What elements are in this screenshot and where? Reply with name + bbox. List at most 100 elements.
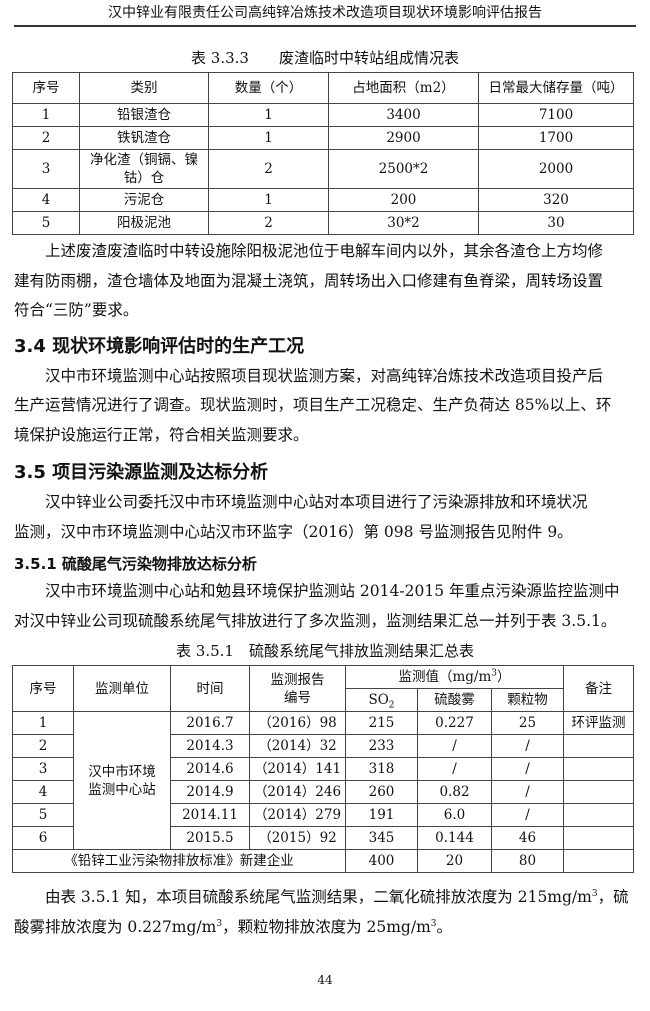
table-cell: 铁钒渣仓 [79, 126, 209, 150]
table-cell: （2014）32 [249, 734, 346, 758]
table-cell: 2014.9 [170, 780, 250, 804]
header-report: 监测报告 编号 [249, 665, 346, 712]
table-cell: 4 [12, 780, 74, 804]
table-cell: 2015.5 [170, 826, 250, 850]
table-cell: 260 [345, 780, 418, 804]
table-cell: 6.0 [417, 803, 492, 827]
table-cell: 6 [12, 826, 74, 850]
table-cell: 铅银渣仓 [79, 103, 209, 127]
standard-remark [563, 849, 634, 873]
table-cell: 1 [208, 126, 329, 150]
table-cell: 2 [208, 149, 329, 189]
table-3-5-1: 序号 监测单位 时间 监测报告 编号 监测值（mg/m3） 备注 SO2 硫酸雾 … [12, 665, 634, 873]
table-cell: 2 [12, 126, 80, 150]
section-3-5-heading: 3.5 项目污染源监测及达标分析 [14, 462, 269, 483]
table-cell: （2014）246 [249, 780, 346, 804]
standard-so2: 400 [345, 849, 418, 873]
table-cell: 2016.7 [170, 711, 250, 735]
text-line: 建有防雨棚，渣仓墙体及地面为混凝土浇筑，周转场出入口修建有鱼脊梁，周转场设置 [14, 271, 604, 290]
paragraph-storage-facilities: 上述废渣废渣临时中转设施除阳极泥池位于电解车间内以外，其余各渣仓上方均修 建有防雨… [14, 237, 636, 326]
table-row: 1 汉中市环境 监测中心站 2016.7 （2016）98 215 0.227 25 环评监测 [12, 711, 634, 850]
header-divider [14, 25, 636, 27]
header-remark: 备注 [563, 665, 634, 712]
table-cell: 191 [345, 803, 418, 827]
table-cell: 2900 [328, 126, 479, 150]
table-cell: / [417, 757, 492, 781]
header-no: 序号 [12, 665, 74, 712]
table-cell: 2 [208, 211, 329, 235]
table-cell: 0.82 [417, 780, 492, 804]
paragraph-production-conditions: 汉中市环境监测中心站按照项目现状监测方案，对高纯锌冶炼技术改造项目投产后生产运营… [14, 362, 636, 451]
table-cell: 200 [328, 188, 479, 212]
table-cell: 1 [208, 103, 329, 127]
text-line: 汉中市环境监测中心站按照项目现状监测方案，对高纯锌冶炼技术改造项目投产后 [45, 366, 604, 385]
table-cell: 净化渣（铜镉、镍钴）仓 [79, 149, 209, 189]
table-row: 5 阳极泥池 2 30*2 30 [12, 211, 634, 235]
column-header: 类别 [79, 72, 209, 104]
table-cell: 2500*2 [328, 149, 479, 189]
table-cell: 5 [12, 211, 80, 235]
table-cell: 4 [12, 188, 80, 212]
table-cell: 320 [478, 188, 634, 212]
table-cell: 2 [12, 734, 74, 758]
table-cell: （2016）98 [249, 711, 346, 735]
standard-row: 《铅锌工业污染物排放标准》新建企业 400 20 80 [12, 849, 634, 873]
table-cell: 2014.6 [170, 757, 250, 781]
table-cell: 2014.3 [170, 734, 250, 758]
section-3-5-1-heading: 3.5.1 硫酸尾气污染物排放达标分析 [14, 555, 257, 573]
column-header: 占地面积（m2） [328, 72, 479, 104]
standard-mist: 20 [417, 849, 492, 873]
table-3-3-3-caption: 表 3.3.3 废渣临时中转站组成情况表 [191, 49, 459, 67]
table-cell: 30*2 [328, 211, 479, 235]
page-number: 44 [317, 973, 333, 987]
text-line: 境保护设施运行正常，符合相关监测要求。 [14, 425, 309, 444]
table-cell: 阳极泥池 [79, 211, 209, 235]
table-cell: 污泥仓 [79, 188, 209, 212]
table-cell: 7100 [478, 103, 634, 127]
table-cell [563, 826, 634, 850]
conclusion-line-1: 由表 3.5.1 知，本项目硫酸系统尾气监测结果，二氧化硫排放浓度为 215mg… [45, 888, 629, 906]
table-cell: 215 [345, 711, 418, 735]
table-cell: / [491, 734, 564, 758]
text-line: 符合“三防”要求。 [14, 301, 139, 319]
table-cell: 1 [12, 103, 80, 127]
paragraph-conclusion: 由表 3.5.1 知，本项目硫酸系统尾气监测结果，二氧化硫排放浓度为 215mg… [14, 883, 636, 942]
table-cell: 3400 [328, 103, 479, 127]
table-cell: 2014.11 [170, 803, 250, 827]
table-row: 1 铅银渣仓 1 3400 7100 [12, 103, 634, 127]
text-line: 监测，汉中市环境监测中心站汉市环监字（2016）第 098 号监测报告见附件 9… [14, 522, 573, 541]
section-3-4-heading: 3.4 现状环境影响评估时的生产工况 [14, 335, 305, 357]
table-cell [563, 780, 634, 804]
paragraph-monitoring-commission: 汉中锌业公司委托汉中市环境监测中心站对本项目进行了污染源排放和环境状况 监测，汉中… [14, 488, 636, 547]
table-cell: 环评监测 [563, 711, 634, 735]
header-time: 时间 [170, 665, 250, 712]
table-cell: / [417, 734, 492, 758]
table-row: 2 铁钒渣仓 1 2900 1700 [12, 126, 634, 150]
table-cell [563, 803, 634, 827]
standard-label: 《铅锌工业污染物排放标准》新建企业 [12, 849, 346, 873]
table-cell: / [491, 757, 564, 781]
table-cell: （2014）141 [249, 757, 346, 781]
text-line: 对汉中锌业公司现硫酸系统尾气排放进行了多次监测，监测结果汇总一并列于表 3.5.… [14, 611, 617, 630]
table-3-5-1-caption: 表 3.5.1 硫酸系统尾气排放监测结果汇总表 [176, 642, 474, 660]
table-cell: 3 [12, 149, 80, 189]
text-line: 生产运营情况进行了调查。现状监测时，项目生产工况稳定、生产负荷达 85%以上、环 [14, 396, 612, 414]
table-cell: 1700 [478, 126, 634, 150]
table-cell: 46 [491, 826, 564, 850]
table-cell: （2014）279 [249, 803, 346, 827]
table-cell: 3 [12, 757, 74, 781]
table-cell [563, 734, 634, 758]
table-cell: 1 [12, 711, 74, 735]
table-row: 3 2014.6 （2014）141 318// [12, 757, 634, 781]
table-cell: （2015）92 [249, 826, 346, 850]
header-mist: 硫酸雾 [417, 688, 492, 712]
table-cell [563, 757, 634, 781]
table-cell: / [491, 780, 564, 804]
table-row: 4 污泥仓 1 200 320 [12, 188, 634, 212]
header-so2: SO2 [345, 688, 418, 712]
text-line: 汉中市环境监测中心站和勉县环境保护监测站 2014-2015 年重点污染源监控监… [45, 582, 620, 600]
table-cell: 318 [345, 757, 418, 781]
header-row: 序号 类别 数量（个） 占地面积（m2） 日常最大储存量（吨） [12, 72, 634, 104]
conclusion-line-2: 酸雾排放浓度为 0.227mg/m3，颗粒物排放浓度为 25mg/m3。 [14, 917, 453, 936]
